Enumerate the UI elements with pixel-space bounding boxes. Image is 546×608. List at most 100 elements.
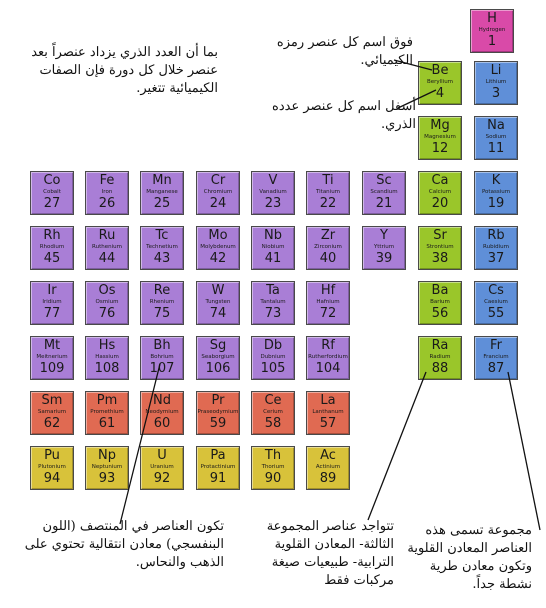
note-number-label: أسفل اسم كل عنصر عدده الذري.: [272, 99, 416, 132]
element-name: Rhodium: [39, 244, 65, 250]
element-symbol: Mn: [152, 173, 172, 188]
element-cell: Fe Iron 26: [85, 171, 129, 215]
element-number: 105: [260, 361, 286, 376]
element-name: Bohrium: [150, 354, 174, 360]
element-symbol: Cs: [488, 283, 504, 298]
note-atomic-number-trend: بما أن العدد الذري يزداد عنصراً بعد عنصر…: [31, 45, 218, 96]
element-name: Rutherfordium: [308, 354, 348, 360]
element-number: 22: [319, 196, 337, 211]
element-name: Ruthenium: [92, 244, 122, 250]
element-symbol: Rb: [487, 228, 505, 243]
element-number: 1: [487, 34, 497, 49]
element-name: Beryllium: [426, 79, 454, 85]
element-number: 56: [431, 306, 449, 321]
element-cell: H Hydrogen 1: [470, 9, 514, 53]
element-name: Rubidium: [483, 244, 509, 250]
element-cell: Fr Francium 87: [474, 336, 518, 380]
element-name: Tungsten: [205, 299, 231, 305]
note-alkali: مجموعة تسمى هذه العناصر المعادن القلوية …: [407, 523, 532, 592]
element-name: Hafnium: [316, 299, 340, 305]
element-name: Caesium: [484, 299, 508, 305]
element-cell: Mn Manganese 25: [140, 171, 184, 215]
element-cell: Os Osmium 76: [85, 281, 129, 325]
element-number: 75: [153, 306, 171, 321]
element-number: 23: [264, 196, 282, 211]
element-cell: Ba Barium 56: [418, 281, 462, 325]
element-name: Calcium: [428, 189, 452, 195]
element-symbol: Pm: [96, 393, 118, 408]
element-cell: Ac Actinium 89: [306, 446, 350, 490]
element-cell: Cs Caesium 55: [474, 281, 518, 325]
element-number: 60: [153, 416, 171, 431]
element-name: Actinium: [315, 464, 341, 470]
leader-line-transition: [119, 363, 161, 525]
element-name: Seaborgium: [201, 354, 235, 360]
element-symbol: Ir: [47, 283, 57, 298]
element-cell: Pr Praseodymium 59: [196, 391, 240, 435]
element-name: Sodium: [485, 134, 507, 140]
element-name: Rhenium: [149, 299, 175, 305]
element-symbol: Pr: [211, 393, 225, 408]
element-symbol: Re: [153, 283, 171, 298]
element-symbol: Fe: [99, 173, 115, 188]
element-cell: Tc Technetium 43: [140, 226, 184, 270]
element-number: 26: [98, 196, 116, 211]
element-number: 88: [431, 361, 449, 376]
element-name: Hassium: [95, 354, 119, 360]
element-symbol: Os: [98, 283, 116, 298]
element-name: Cobalt: [43, 189, 61, 195]
element-symbol: Na: [487, 118, 505, 133]
element-name: Vanadium: [259, 189, 287, 195]
element-symbol: Ru: [98, 228, 116, 243]
element-name: Potassium: [481, 189, 511, 195]
element-name: Thorium: [261, 464, 285, 470]
element-symbol: Nb: [264, 228, 282, 243]
element-name: Plutonium: [38, 464, 66, 470]
element-symbol: Be: [431, 63, 449, 78]
element-symbol: Rh: [43, 228, 61, 243]
element-cell: Be Beryllium 4: [418, 61, 462, 105]
element-name: Radium: [429, 354, 451, 360]
element-number: 40: [319, 251, 337, 266]
element-name: Francium: [483, 354, 509, 360]
element-cell: V Vanadium 23: [251, 171, 295, 215]
element-symbol: Db: [263, 338, 283, 353]
element-name: Chromium: [203, 189, 233, 195]
element-number: 74: [209, 306, 227, 321]
element-symbol: Co: [43, 173, 61, 188]
element-cell: La Lanthanum 57: [306, 391, 350, 435]
element-number: 73: [264, 306, 282, 321]
element-cell: Ca Calcium 20: [418, 171, 462, 215]
element-cell: Ta Tantalum 73: [251, 281, 295, 325]
element-symbol: Rf: [321, 338, 335, 353]
element-name: Manganese: [146, 189, 178, 195]
element-symbol: Hs: [98, 338, 116, 353]
element-cell: Pm Promethium 61: [85, 391, 129, 435]
element-number: 21: [375, 196, 393, 211]
element-cell: Bh Bohrium 107: [140, 336, 184, 380]
element-number: 94: [43, 471, 61, 486]
element-symbol: La: [320, 393, 336, 408]
element-symbol: Np: [98, 448, 116, 463]
element-number: 44: [98, 251, 116, 266]
element-number: 90: [264, 471, 282, 486]
element-symbol: Pu: [44, 448, 60, 463]
element-symbol: Mt: [43, 338, 61, 353]
element-symbol: Mo: [208, 228, 228, 243]
note-transition-metals: تكون العناصر في المنتصف (اللون البنفسجي)…: [24, 519, 224, 570]
element-cell: Re Rhenium 75: [140, 281, 184, 325]
element-name: Neptunium: [91, 464, 123, 470]
element-name: Magnesium: [424, 134, 456, 140]
element-name: Scandium: [370, 189, 398, 195]
element-symbol: Fr: [490, 338, 502, 353]
element-symbol: Mg: [430, 118, 450, 133]
element-name: Lithium: [485, 79, 507, 85]
element-cell: Rb Rubidium 37: [474, 226, 518, 270]
element-number: 19: [487, 196, 505, 211]
element-number: 41: [264, 251, 282, 266]
note-alkaline-earth: تتواجد عناصر المجموعة الثالثة- المعادن ا…: [266, 519, 394, 588]
element-symbol: Ra: [431, 338, 449, 353]
element-cell: Np Neptunium 93: [85, 446, 129, 490]
element-name: Niobium: [261, 244, 285, 250]
element-number: 38: [431, 251, 449, 266]
